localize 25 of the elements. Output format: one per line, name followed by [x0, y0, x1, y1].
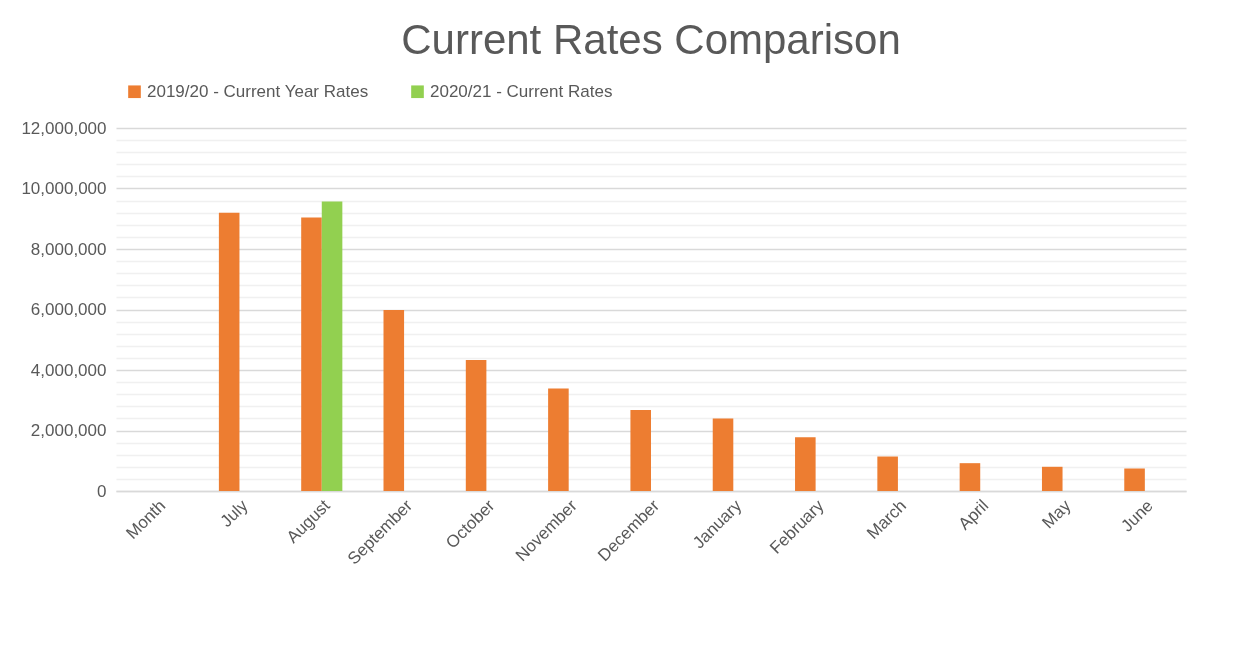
y-tick-label: 8,000,000 [30, 239, 107, 259]
bar [548, 388, 569, 491]
legend-label: 2020/21 - Current Rates [430, 81, 613, 101]
x-tick-label: May [1038, 495, 1075, 533]
bar [877, 456, 898, 491]
bar [1041, 466, 1063, 491]
bar [959, 463, 981, 491]
bar [712, 418, 734, 491]
x-tick-label: July [216, 495, 252, 531]
bar [301, 217, 322, 491]
y-tick-label: 6,000,000 [30, 300, 107, 319]
y-tick-label: 4,000,000 [30, 360, 107, 380]
bar [383, 310, 405, 491]
chart-title: Current Rates Comparison [401, 16, 901, 63]
y-tick-label: 10,000,000 [21, 179, 107, 198]
y-tick-label: 0 [97, 481, 107, 501]
y-tick-label: 12,000,000 [21, 118, 107, 138]
bar [795, 437, 816, 491]
bar [465, 360, 487, 491]
bar [1124, 468, 1145, 491]
bar [218, 212, 240, 491]
bar [630, 409, 651, 491]
bar [321, 201, 343, 491]
y-tick-label: 2,000,000 [30, 421, 107, 440]
legend-label: 2019/20 - Current Year Rates [147, 81, 369, 101]
